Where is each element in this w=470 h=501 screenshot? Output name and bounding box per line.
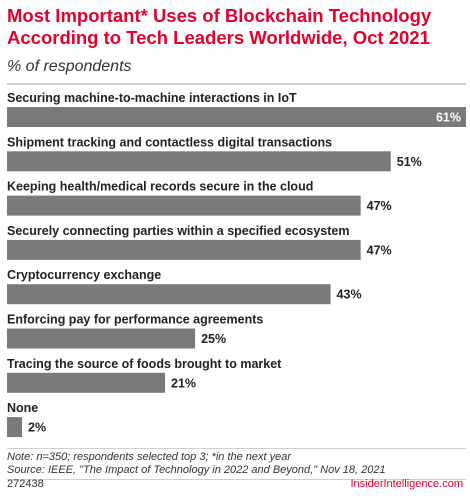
- bar: [7, 417, 23, 438]
- value-label: 47%: [367, 199, 392, 213]
- category-label: Enforcing pay for performance agreements: [7, 313, 263, 327]
- category-label: Securely connecting parties within a spe…: [7, 224, 349, 238]
- category-label: Tracing the source of foods brought to m…: [7, 357, 282, 371]
- category-label: Shipment tracking and contactless digita…: [7, 135, 332, 149]
- value-label: 21%: [171, 376, 196, 390]
- footer-divider: [7, 479, 466, 480]
- category-label: Securing machine-to-machine interactions…: [7, 91, 297, 105]
- brand-link[interactable]: InsiderIntelligence.com: [350, 478, 463, 490]
- value-label: 51%: [397, 155, 422, 169]
- value-label: 47%: [367, 243, 392, 257]
- value-label: 43%: [337, 288, 362, 302]
- chart-title: Most Important* Uses of Blockchain Techn…: [7, 5, 432, 48]
- bar: [7, 284, 331, 305]
- chart-id: 272438: [7, 478, 44, 490]
- top-divider: [7, 83, 466, 85]
- chart-source: Source: IEEE, "The Impact of Technology …: [7, 464, 386, 476]
- value-label: 2%: [28, 421, 46, 435]
- value-label: 61%: [436, 111, 461, 125]
- notes-divider: [7, 448, 466, 449]
- category-label: Cryptocurrency exchange: [7, 268, 161, 282]
- chart-note: Note: n=350; respondents selected top 3;…: [7, 451, 292, 463]
- bar: [7, 107, 466, 127]
- bar-chart: Securing machine-to-machine interactions…: [7, 91, 466, 438]
- value-label: 25%: [201, 332, 226, 346]
- bar: [7, 151, 391, 172]
- category-label: None: [7, 401, 38, 415]
- bar: [7, 195, 361, 216]
- chart-subtitle: % of respondents: [7, 58, 132, 75]
- bar: [7, 328, 196, 349]
- category-label: Keeping health/medical records secure in…: [7, 180, 313, 194]
- bar: [7, 239, 361, 260]
- bar: [7, 372, 166, 393]
